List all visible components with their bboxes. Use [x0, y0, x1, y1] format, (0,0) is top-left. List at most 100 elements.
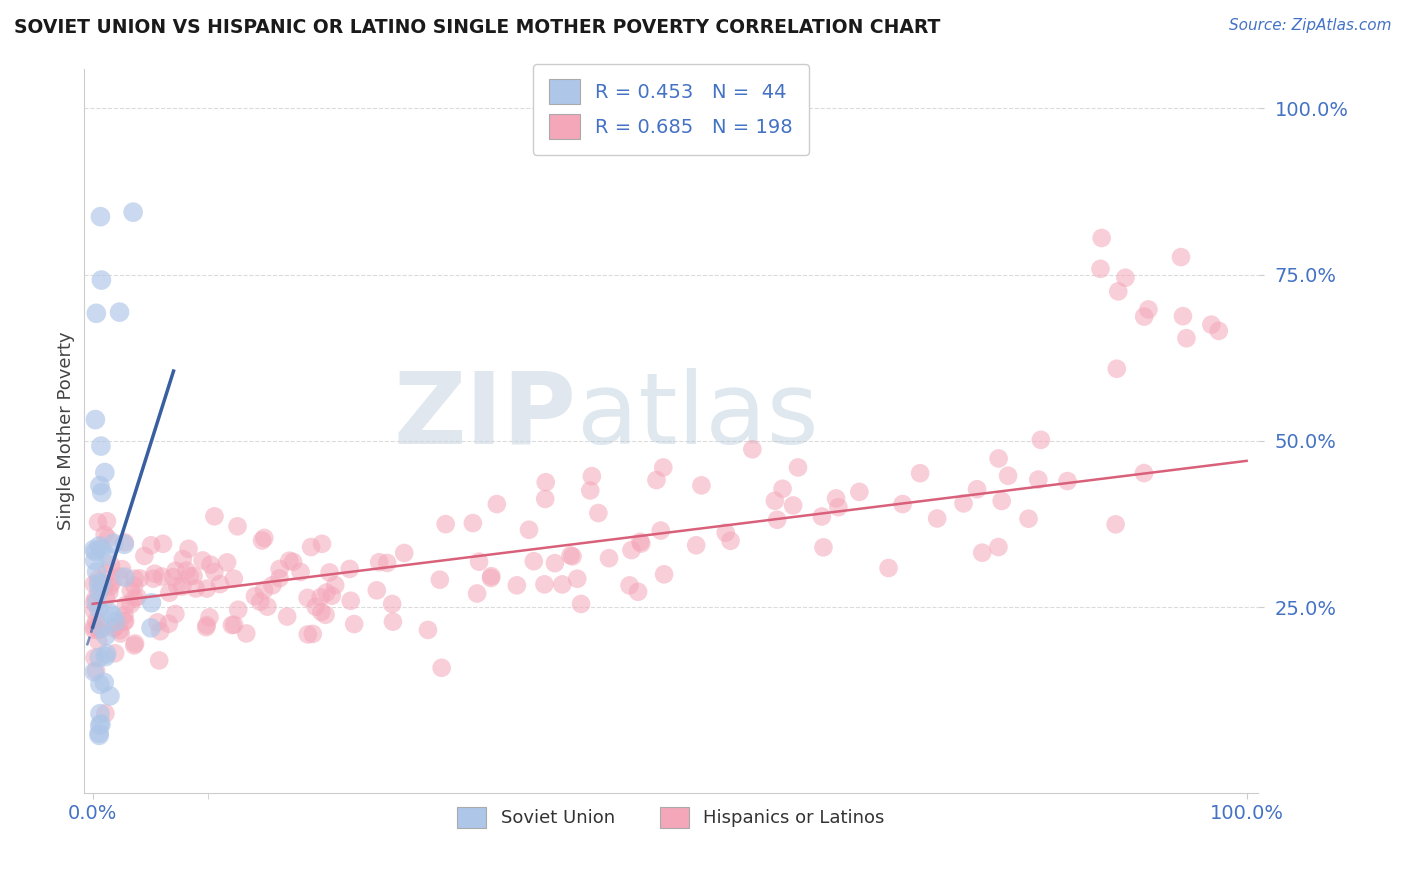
Point [1090, 261, 1112, 276]
Point [1105, 361, 1128, 376]
Point [215, 555, 238, 569]
Point [83, 623, 105, 637]
Point [256, 599, 278, 614]
Point [588, 506, 610, 520]
Point [848, 484, 870, 499]
Point [122, 205, 145, 219]
Point [741, 442, 763, 457]
Point [630, 536, 652, 550]
Point [89, 539, 111, 553]
Point [772, 482, 794, 496]
Point [766, 513, 789, 527]
Point [84, 614, 107, 628]
Point [1208, 324, 1230, 338]
Point [104, 615, 127, 629]
Point [339, 562, 361, 576]
Point [90, 717, 112, 731]
Point [149, 624, 172, 639]
Point [112, 615, 135, 629]
Point [89, 726, 111, 740]
Point [281, 555, 304, 569]
Point [89, 728, 111, 742]
Point [165, 607, 187, 621]
Point [561, 549, 583, 564]
Point [96, 514, 118, 528]
Point [226, 603, 249, 617]
Point [183, 569, 205, 583]
Point [103, 621, 125, 635]
Point [891, 497, 914, 511]
Point [877, 561, 900, 575]
Point [381, 597, 404, 611]
Point [96, 549, 118, 563]
Point [468, 555, 491, 569]
Point [89, 623, 111, 637]
Point [101, 575, 124, 590]
Point [1170, 250, 1192, 264]
Y-axis label: Single Mother Poverty: Single Mother Poverty [58, 332, 75, 530]
Point [429, 573, 451, 587]
Point [122, 639, 145, 653]
Point [253, 531, 276, 545]
Point [249, 595, 271, 609]
Point [114, 535, 136, 549]
Point [90, 439, 112, 453]
Point [83, 650, 105, 665]
Point [83, 604, 105, 618]
Point [627, 584, 650, 599]
Point [650, 524, 672, 538]
Point [551, 577, 574, 591]
Point [104, 620, 127, 634]
Point [366, 583, 388, 598]
Point [262, 578, 284, 592]
Point [506, 578, 529, 592]
Point [83, 596, 105, 610]
Point [434, 517, 457, 532]
Point [517, 523, 540, 537]
Point [146, 615, 169, 630]
Point [479, 569, 502, 583]
Point [787, 460, 810, 475]
Point [122, 579, 145, 593]
Point [416, 623, 439, 637]
Point [1201, 318, 1223, 332]
Point [465, 586, 488, 600]
Point [315, 585, 337, 599]
Point [87, 634, 110, 648]
Point [311, 605, 333, 619]
Point [128, 571, 150, 585]
Point [148, 653, 170, 667]
Point [94, 649, 117, 664]
Point [90, 273, 112, 287]
Point [685, 538, 707, 552]
Point [315, 607, 337, 622]
Point [94, 591, 117, 605]
Point [98, 689, 121, 703]
Point [172, 552, 194, 566]
Point [101, 608, 124, 623]
Point [479, 571, 502, 585]
Point [89, 478, 111, 492]
Point [86, 595, 108, 609]
Point [83, 554, 105, 568]
Point [198, 610, 221, 624]
Point [811, 509, 834, 524]
Point [86, 565, 108, 579]
Point [191, 553, 214, 567]
Point [157, 616, 180, 631]
Point [143, 566, 166, 581]
Point [124, 591, 146, 606]
Point [202, 565, 225, 579]
Point [96, 647, 118, 661]
Point [139, 538, 162, 552]
Point [226, 519, 249, 533]
Point [83, 577, 105, 591]
Point [90, 576, 112, 591]
Point [97, 531, 120, 545]
Point [1137, 302, 1160, 317]
Point [90, 485, 112, 500]
Point [166, 579, 188, 593]
Point [208, 577, 231, 591]
Point [114, 570, 136, 584]
Point [222, 572, 245, 586]
